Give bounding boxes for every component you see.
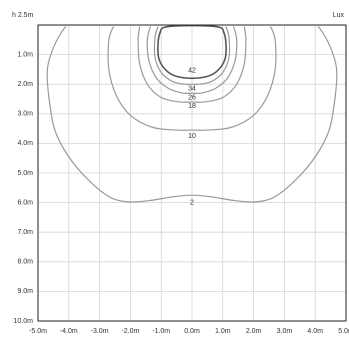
x-tick-label: -2.0m [121,328,139,335]
y-tick-label: 10.0m [14,318,34,325]
contour-label-10: 10 [188,133,196,140]
x-tick-label: 2.0m [246,328,262,335]
contour-label-26: 26 [188,94,196,101]
isolux-contour-42 [157,24,227,80]
x-tick-label: 1.0m [215,328,231,335]
contour-labels: 2 10 18 26 34 42 [188,68,196,207]
x-axis-ticks: -5.0m -4.0m -3.0m -2.0m -1.0m 0.0m 1.0m 2.0m 3.0… [29,328,349,335]
y-tick-label: 8.0m [17,259,33,266]
y-axis-label: h 2.5m [12,12,34,19]
isolux-contours [46,24,338,203]
x-tick-label: -5.0m [29,328,47,335]
x-tick-label: 4.0m [307,328,323,335]
plot-frame [37,24,347,322]
x-tick-label: -1.0m [152,328,170,335]
x-tick-label: -3.0m [91,328,109,335]
y-tick-label: 3.0m [17,111,33,118]
contour-label-42: 42 [188,68,196,75]
isolux-contour-26 [146,26,238,95]
x-tick-label: 0.0m [184,328,200,335]
contour-label-18: 18 [188,103,196,110]
isolux-contour-34 [153,26,231,86]
x-tick-label: 3.0m [277,328,293,335]
y-axis-ticks: 1.0m 2.0m 3.0m 4.0m 5.0m 6.0m 7.0m 8.0m 9.0m 10.0… [14,51,34,324]
y-tick-label: 7.0m [17,229,33,236]
x-tick-label: 5.0m [338,328,349,335]
x-tick-label: -4.0m [60,328,78,335]
unit-label: Lux [333,12,345,19]
y-tick-label: 9.0m [17,288,33,295]
isolux-contour-18 [137,26,247,103]
y-tick-label: 4.0m [17,140,33,147]
isolux-contour-2 [46,26,338,203]
contour-label-2: 2 [190,199,194,206]
y-tick-label: 1.0m [17,51,33,58]
y-tick-label: 2.0m [17,81,33,88]
contour-label-34: 34 [188,85,196,92]
y-tick-label: 6.0m [17,199,33,206]
isolux-contour-10 [107,26,277,131]
y-tick-label: 5.0m [17,170,33,177]
